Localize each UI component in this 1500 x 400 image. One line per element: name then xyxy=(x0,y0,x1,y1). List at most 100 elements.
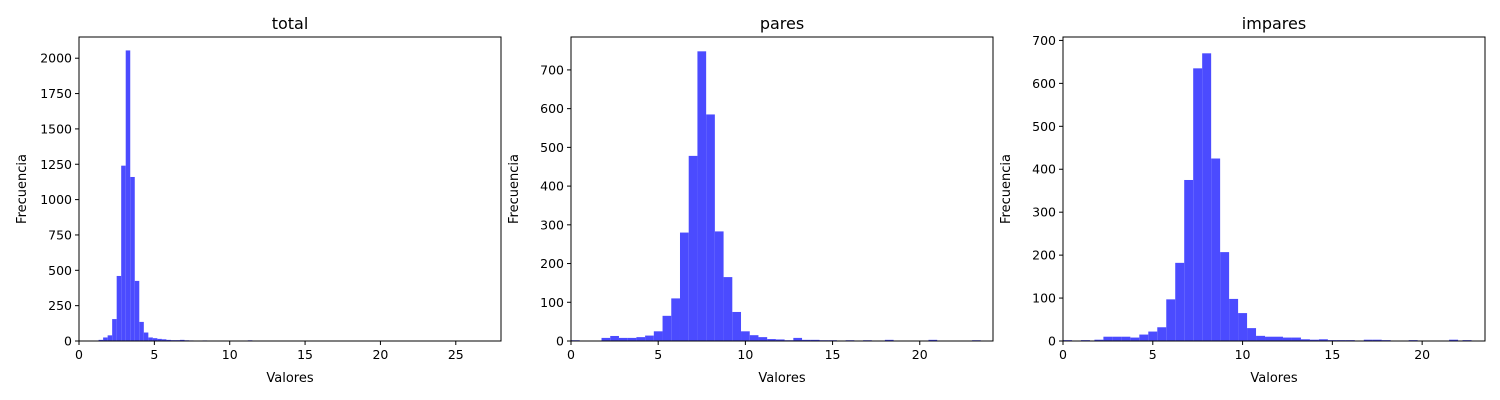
x-tick-label: 25 xyxy=(448,347,464,362)
histogram-bar xyxy=(697,51,707,341)
histogram-bar xyxy=(1229,298,1239,341)
histogram-bar xyxy=(1175,262,1185,341)
x-tick-label: 15 xyxy=(1324,347,1340,362)
y-tick-label: 500 xyxy=(1032,119,1056,134)
x-tick-label: 0 xyxy=(567,347,575,362)
histogram-bar xyxy=(1202,53,1212,341)
histogram-bar xyxy=(601,337,611,341)
y-axis-label: Frecuencia xyxy=(15,154,30,224)
histogram-bar xyxy=(130,176,135,341)
histogram-bar xyxy=(636,337,646,341)
histogram-bar xyxy=(152,338,158,341)
histogram-bar xyxy=(1184,179,1194,341)
y-tick-label: 1250 xyxy=(40,157,72,172)
histogram-bar xyxy=(103,337,108,341)
y-tick-label: 1750 xyxy=(40,86,72,101)
histogram-bar xyxy=(802,339,811,341)
y-tick-label: 200 xyxy=(540,256,564,271)
y-tick-label: 400 xyxy=(540,179,564,194)
axes-frame xyxy=(570,36,994,342)
histogram-bar xyxy=(793,337,803,341)
histogram-bar xyxy=(749,335,759,341)
y-tick-label: 750 xyxy=(48,227,72,242)
y-tick-label: 0 xyxy=(64,334,72,349)
x-tick-label: 10 xyxy=(222,347,238,362)
histogram-bar xyxy=(121,165,126,341)
x-tick-label: 0 xyxy=(75,347,83,362)
histogram-bar xyxy=(706,114,715,341)
y-tick-label: 0 xyxy=(1048,334,1056,349)
histogram-bar xyxy=(1148,331,1158,341)
histogram-bar xyxy=(1094,339,1104,341)
histogram-bar xyxy=(1300,339,1310,341)
histogram-bar xyxy=(1121,336,1131,341)
histogram-bar xyxy=(1256,335,1266,341)
histogram-bar xyxy=(148,337,153,341)
subplot-pares: 0 5 10 15 200100200300400500600700paresValor… xyxy=(507,14,994,386)
y-tick-label: 600 xyxy=(1032,76,1056,91)
histogram-bar xyxy=(1112,336,1122,341)
y-tick-label: 300 xyxy=(1032,205,1056,220)
histogram-bar xyxy=(1274,336,1283,341)
histogram-bar xyxy=(662,315,672,341)
y-tick-label: 2000 xyxy=(40,51,72,66)
y-tick-label: 300 xyxy=(540,217,564,232)
histogram-bar xyxy=(928,339,938,341)
histogram-bar xyxy=(166,339,171,341)
histogram-bar xyxy=(139,321,144,341)
histogram-bar xyxy=(1211,158,1221,341)
histogram-bar xyxy=(618,337,628,341)
y-tick-label: 1500 xyxy=(40,121,72,136)
x-tick-label: 15 xyxy=(825,347,841,362)
chart-title: total xyxy=(272,14,309,33)
histogram-bar xyxy=(1103,336,1113,341)
x-tick-label: 10 xyxy=(737,347,753,362)
x-axis-label: Valores xyxy=(758,371,805,386)
histogram-bar xyxy=(157,338,162,341)
histogram-bar xyxy=(1166,299,1176,341)
histogram-bar xyxy=(143,332,149,341)
x-tick-label: 10 xyxy=(1235,347,1251,362)
histogram-bar xyxy=(125,50,131,342)
histogram-bar xyxy=(679,232,689,341)
histogram-bar xyxy=(98,339,104,341)
y-axis-label: Frecuencia xyxy=(999,154,1014,224)
histogram-bar xyxy=(1291,337,1301,341)
y-tick-label: 400 xyxy=(1032,162,1056,177)
axes-frame xyxy=(78,36,502,342)
y-tick-label: 100 xyxy=(1032,291,1056,306)
y-tick-label: 500 xyxy=(48,263,72,278)
chart-title: pares xyxy=(760,14,804,33)
histogram-bar xyxy=(1238,313,1248,341)
histogram-bar xyxy=(1265,336,1274,341)
histogram-bar xyxy=(714,231,724,341)
x-tick-label: 5 xyxy=(150,347,158,362)
histogram-bar xyxy=(741,331,750,341)
histogram-bar xyxy=(1363,339,1373,341)
histogram-bar xyxy=(1318,339,1328,341)
x-tick-label: 20 xyxy=(1414,347,1430,362)
histogram-bar xyxy=(884,339,894,341)
histogram-bar xyxy=(1130,337,1140,341)
histogram-bar xyxy=(1220,252,1230,341)
histogram-bar xyxy=(1372,339,1382,341)
histogram-bar xyxy=(645,335,654,341)
histogram-bar xyxy=(1309,339,1319,341)
y-axis-label: Frecuencia xyxy=(507,154,522,224)
bars-group xyxy=(94,50,289,342)
histogram-bar xyxy=(179,339,185,341)
x-axis-label: Valores xyxy=(1250,371,1297,386)
y-tick-label: 200 xyxy=(1032,248,1056,263)
x-tick-label: 5 xyxy=(654,347,662,362)
histogram-bar xyxy=(610,335,619,341)
histogram-bar xyxy=(653,331,663,341)
histogram-bar xyxy=(758,337,768,341)
histogram-bar xyxy=(1282,337,1292,341)
x-tick-label: 5 xyxy=(1149,347,1157,362)
x-axis-label: Valores xyxy=(266,371,313,386)
histogram-bar xyxy=(134,280,140,341)
y-tick-label: 700 xyxy=(540,62,564,77)
histogram-bar xyxy=(688,155,698,341)
histogram-bar xyxy=(112,319,117,341)
